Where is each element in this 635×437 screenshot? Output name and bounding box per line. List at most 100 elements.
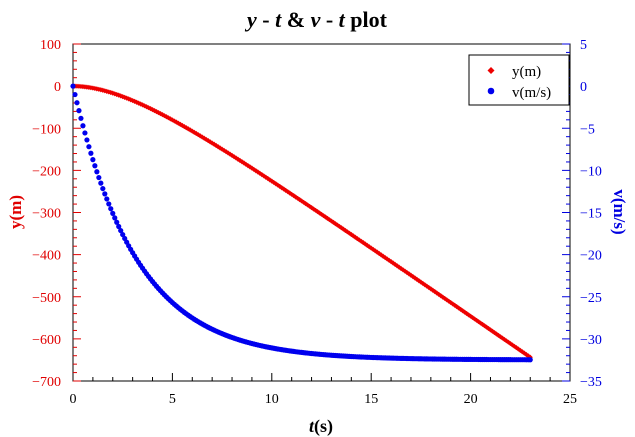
v-data-point <box>76 108 82 114</box>
y-data-point <box>468 313 474 319</box>
legend-marker-v <box>487 87 495 95</box>
y-right-tick-label: −20 <box>580 249 602 264</box>
y-data-point <box>438 293 444 299</box>
y-right-tick-label: −35 <box>580 375 602 390</box>
y-data-point <box>356 237 362 243</box>
v-data-point <box>88 150 94 156</box>
y-data-point <box>428 286 434 292</box>
y-data-point <box>342 227 348 234</box>
v-data-point <box>102 191 108 197</box>
v-data-point <box>98 180 104 186</box>
y-data-point <box>269 178 275 184</box>
y-data-point <box>416 278 422 284</box>
v-data-point <box>116 223 122 230</box>
x-tick-label: 5 <box>169 392 176 407</box>
y-right-tick-label: 0 <box>580 80 587 95</box>
y-data-point <box>442 295 448 302</box>
y-data-point <box>279 185 285 191</box>
y-data-point <box>281 186 287 192</box>
x-tick-label: 0 <box>70 392 77 407</box>
y-data-point <box>464 310 470 317</box>
y-data-point <box>291 193 297 199</box>
y-data-point <box>275 182 281 188</box>
y-data-point <box>458 306 464 312</box>
y-data-point <box>330 219 337 225</box>
y-data-point <box>301 199 307 205</box>
y-data-point <box>372 248 378 254</box>
y-data-point <box>503 338 509 344</box>
y-data-point <box>489 328 496 334</box>
y-data-point <box>306 203 313 209</box>
y-right-tick-label: −5 <box>580 122 595 137</box>
y-data-point <box>380 253 386 259</box>
x-axis-label: t(s) <box>309 416 333 437</box>
y-data-point <box>320 213 327 219</box>
y-data-point <box>402 268 408 274</box>
y-data-point <box>517 347 523 353</box>
y-data-point <box>332 221 339 227</box>
v-data-point <box>70 83 76 89</box>
v-data-point <box>112 215 118 221</box>
y-data-point <box>406 271 412 277</box>
y-data-point <box>314 209 321 215</box>
y-data-point <box>460 308 466 314</box>
v-data-point <box>114 219 120 225</box>
y-left-tick-label: −200 <box>32 164 61 179</box>
y-data-point <box>452 302 458 308</box>
v-data-point <box>84 137 90 143</box>
tick-labels: 0 5 10 15 20 251000−100−200−300−400−500−600−7… <box>32 38 602 407</box>
v-data-point <box>104 196 110 202</box>
y-data-point <box>161 113 168 119</box>
y-data-point <box>398 265 404 272</box>
y-data-point <box>523 351 529 358</box>
y-left-tick-label: 0 <box>54 80 61 95</box>
y-data-point <box>116 92 122 98</box>
y-data-point <box>259 172 265 178</box>
x-tick-label: 25 <box>563 392 577 407</box>
y-left-tick-label: −700 <box>32 375 61 390</box>
y-data-point <box>434 290 440 296</box>
v-data-point <box>72 91 78 98</box>
legend-label-y: y(m) <box>512 64 541 80</box>
y-data-point <box>473 317 480 323</box>
v-data-point <box>90 157 96 163</box>
y-data-point <box>265 175 271 182</box>
y-data-point <box>261 173 267 179</box>
y-data-point <box>525 353 531 359</box>
axis-ticks <box>72 43 571 382</box>
y-axis-left-label: y(m) <box>6 195 25 229</box>
legend-marker-y <box>487 67 495 74</box>
y-data-point <box>120 93 126 100</box>
y-data-point <box>511 343 517 349</box>
v-data-point <box>92 163 98 169</box>
y-left-tick-label: −100 <box>32 122 61 137</box>
y-data-point <box>346 230 352 236</box>
y-left-tick-label: −600 <box>32 333 61 348</box>
legend-box <box>468 54 570 106</box>
y-right-tick-label: −30 <box>580 333 602 348</box>
y-data-point <box>454 304 460 310</box>
y-data-point <box>255 169 261 175</box>
y-data-point <box>326 217 333 223</box>
y-data-point <box>408 272 414 278</box>
v-data-point <box>74 100 80 106</box>
y-data-point <box>297 197 303 203</box>
v-data-point <box>110 210 116 216</box>
v-data-point <box>82 130 88 136</box>
y-data-point <box>366 244 372 250</box>
y-data-point <box>444 297 450 303</box>
y-data-point <box>448 299 454 306</box>
y-data-point <box>253 168 259 174</box>
y-data-point <box>382 254 388 261</box>
x-tick-label: 10 <box>265 392 279 407</box>
v-data-point <box>80 123 86 129</box>
v-data-point <box>78 115 84 121</box>
y-data-point <box>112 91 118 97</box>
y-left-tick-label: −300 <box>32 207 61 222</box>
y-data-point <box>370 246 376 253</box>
series-y-points <box>70 83 533 360</box>
y-data-point <box>352 234 358 240</box>
y-axis-right-label: v(m/s) <box>610 189 629 234</box>
y-data-point <box>418 279 424 285</box>
